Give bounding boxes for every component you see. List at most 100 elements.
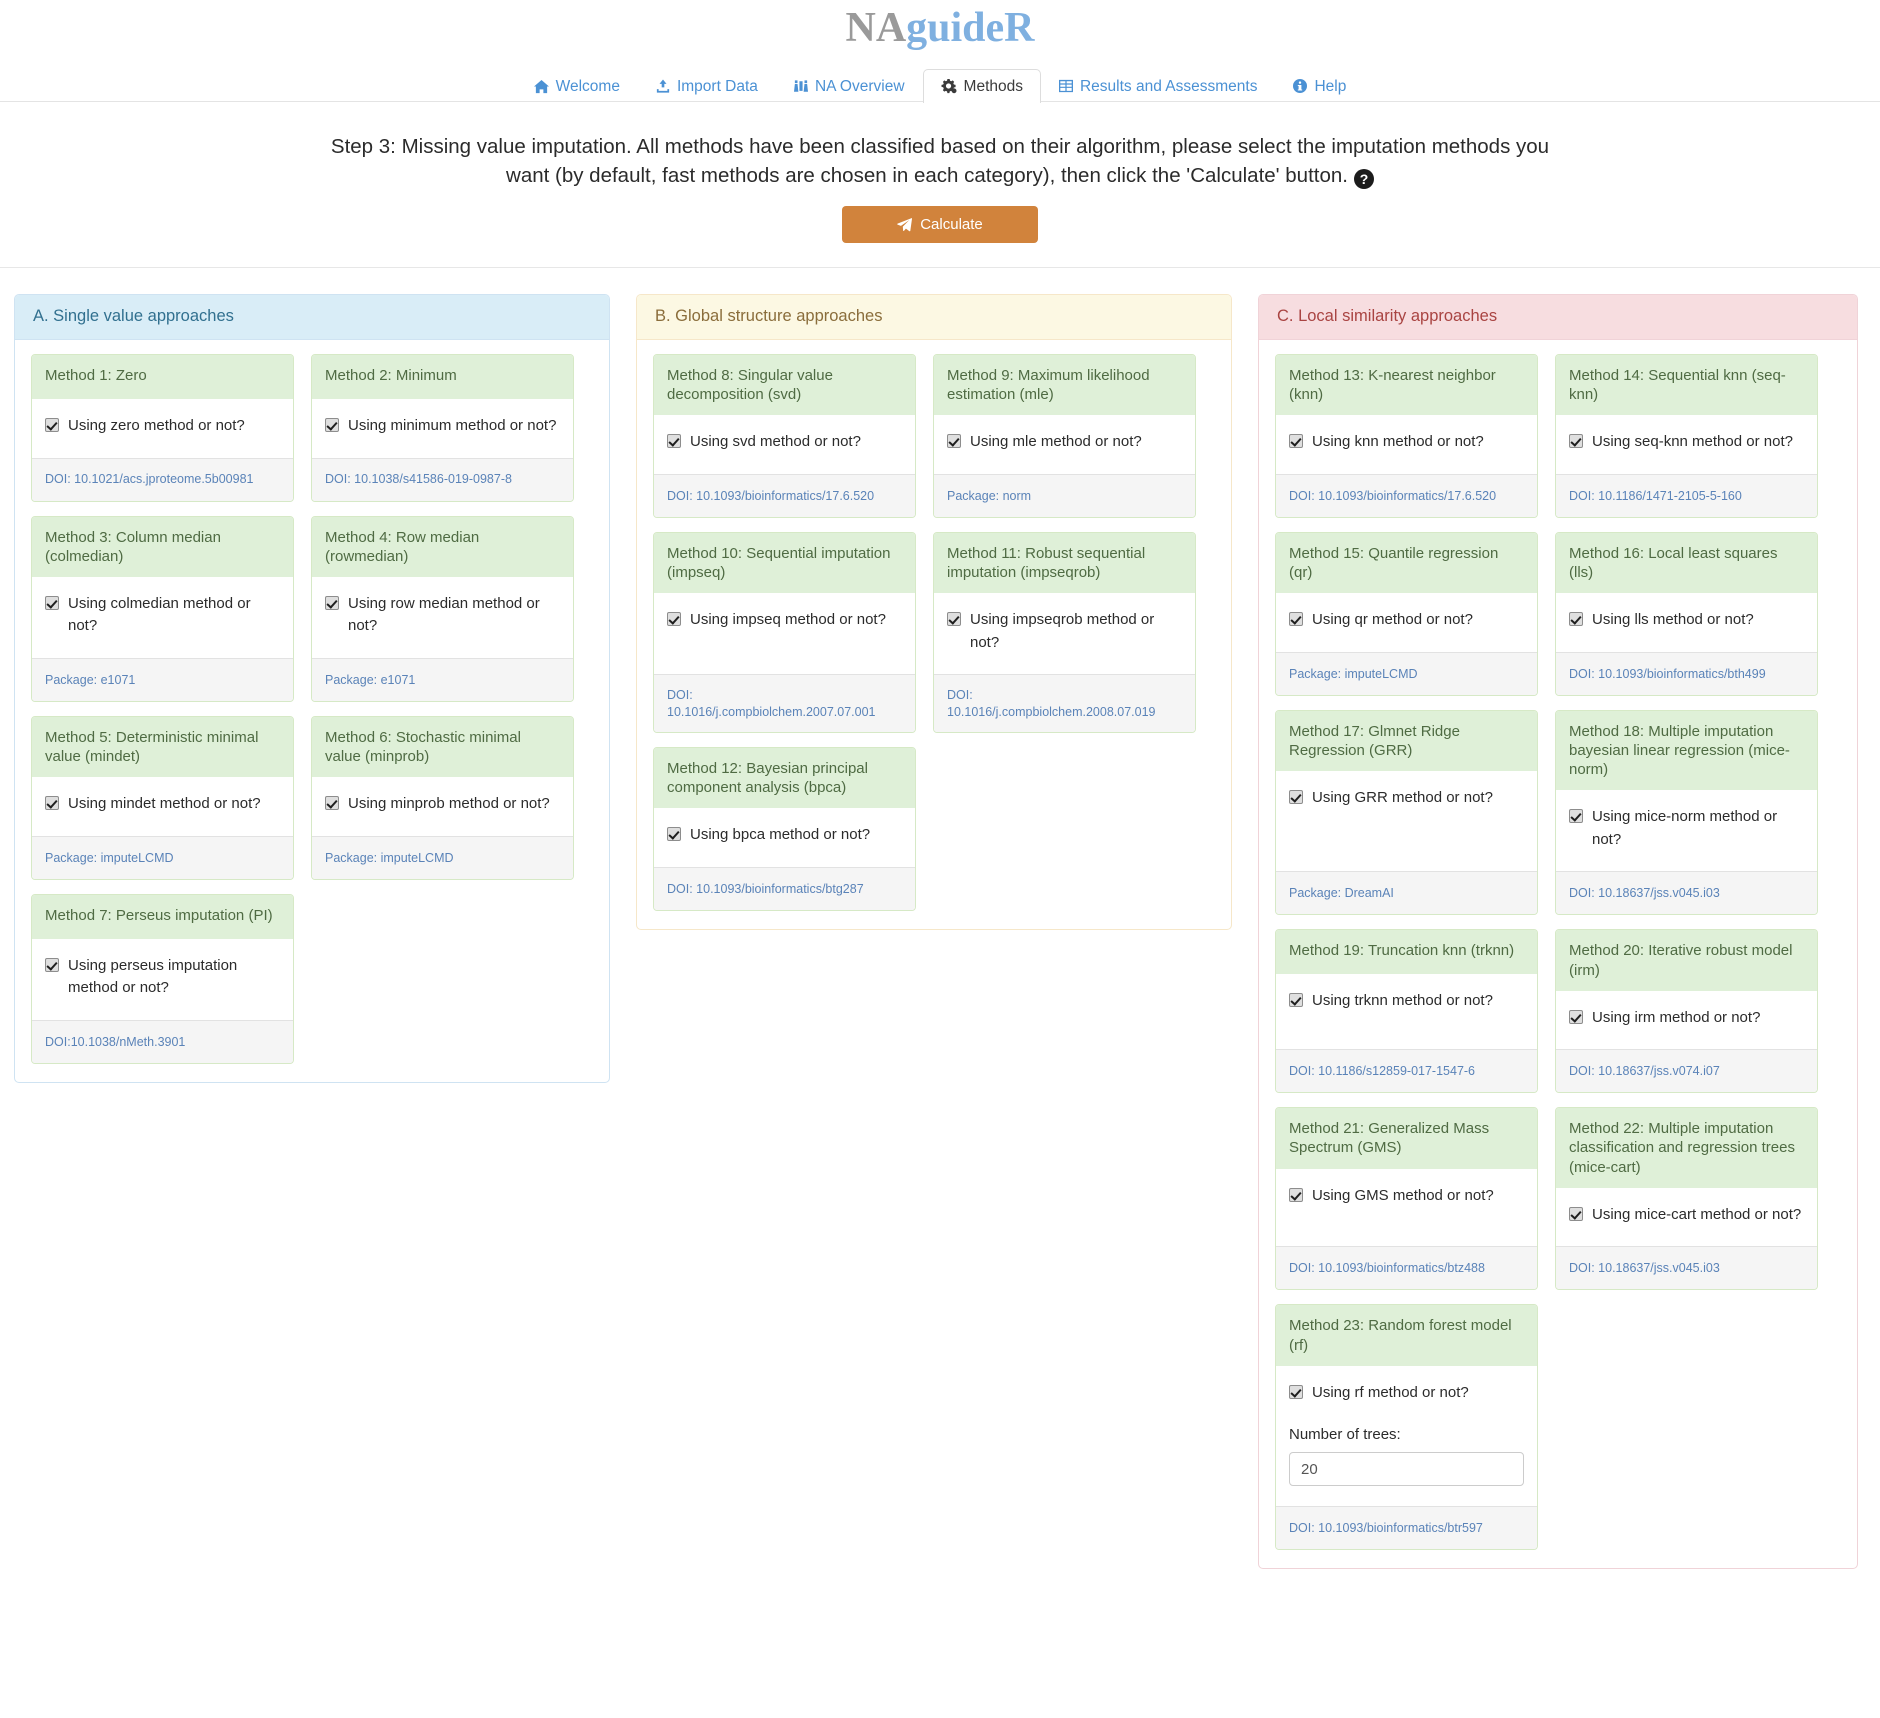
nav-tab-import-data[interactable]: Import Data	[638, 69, 776, 104]
method-checkbox-row[interactable]: Using minprob method or not?	[325, 793, 560, 816]
method-card-reference-link[interactable]: DOI: 10.18637/jss.v074.i07	[1556, 1050, 1817, 1093]
method-card-reference-link[interactable]: DOI: 10.1093/bioinformatics/btg287	[654, 867, 915, 910]
method-card-reference-link[interactable]: Package: DreamAI	[1276, 872, 1537, 915]
method-checkbox-row[interactable]: Using colmedian method or not?	[45, 593, 280, 638]
method-card-reference-link[interactable]: DOI: 10.1093/bioinformatics/17.6.520	[654, 474, 915, 517]
method-checkbox-row[interactable]: Using minimum method or not?	[325, 415, 560, 438]
method-checkbox-row[interactable]: Using trknn method or not?	[1289, 990, 1524, 1013]
method-card-reference-link[interactable]: DOI: 10.1186/1471-2105-5-160	[1556, 474, 1817, 517]
method-card-title: Method 9: Maximum likelihood estimation …	[934, 355, 1195, 416]
checkbox-checked-icon[interactable]	[325, 418, 339, 433]
method-card-reference-link[interactable]: Package: norm	[934, 474, 1195, 517]
method-checkbox-row[interactable]: Using mle method or not?	[947, 431, 1182, 454]
app-root: NAguideR Welcome Import Data NA Overview Me…	[0, 0, 1880, 1609]
logo-guider-text: guideR	[906, 5, 1035, 51]
checkbox-checked-icon[interactable]	[325, 796, 339, 811]
checkbox-checked-icon[interactable]	[45, 418, 59, 433]
method-checkbox-row[interactable]: Using mice-norm method or not?	[1569, 806, 1804, 851]
method-checkbox-row[interactable]: Using mice-cart method or not?	[1569, 1204, 1804, 1227]
method-checkbox-label: Using colmedian method or not?	[68, 594, 251, 635]
method-card-reference-link[interactable]: Package: imputeLCMD	[312, 836, 573, 879]
number-of-trees-input[interactable]	[1289, 1452, 1524, 1487]
method-checkbox-row[interactable]: Using row median method or not?	[325, 593, 560, 638]
checkbox-checked-icon[interactable]	[667, 612, 681, 627]
method-card-reference-link[interactable]: DOI: 10.1093/bioinformatics/17.6.520	[1276, 474, 1537, 517]
checkbox-checked-icon[interactable]	[1569, 434, 1583, 449]
method-card-reference-link[interactable]: DOI: 10.1038/s41586-019-0987-8	[312, 458, 573, 501]
method-checkbox-row[interactable]: Using impseqrob method or not?	[947, 609, 1182, 654]
checkbox-checked-icon[interactable]	[947, 612, 961, 627]
checkbox-checked-icon[interactable]	[1569, 1009, 1583, 1024]
help-circle-icon[interactable]: ?	[1353, 169, 1374, 190]
checkbox-checked-icon[interactable]	[325, 595, 339, 610]
method-card: Method 11: Robust sequential imputation …	[933, 531, 1196, 733]
nav-tab-welcome[interactable]: Welcome	[516, 69, 638, 104]
home-icon	[533, 79, 549, 94]
checkbox-checked-icon[interactable]	[1569, 809, 1583, 824]
method-card-reference-link[interactable]: DOI: 10.1093/bioinformatics/btr597	[1276, 1507, 1537, 1550]
method-checkbox-row[interactable]: Using svd method or not?	[667, 431, 902, 454]
checkbox-checked-icon[interactable]	[1289, 434, 1303, 449]
method-card-reference-link[interactable]: Package: imputeLCMD	[1276, 652, 1537, 695]
method-checkbox-row[interactable]: Using GRR method or not?	[1289, 787, 1524, 810]
method-card-reference-link[interactable]: DOI: 10.1016/j.compbiolchem.2008.07.019	[934, 675, 1195, 732]
method-checkbox-label: Using zero method or not?	[68, 417, 245, 435]
method-card-reference-link[interactable]: DOI: 10.18637/jss.v045.i03	[1556, 872, 1817, 915]
method-checkbox-label: Using minimum method or not?	[348, 417, 557, 435]
checkbox-checked-icon[interactable]	[45, 796, 59, 811]
checkbox-checked-icon[interactable]	[1289, 790, 1303, 805]
method-checkbox-label: Using irm method or not?	[1592, 1008, 1761, 1026]
method-card-body: Using impseqrob method or not?	[934, 593, 1195, 676]
method-checkbox-row[interactable]: Using rf method or not?	[1289, 1382, 1524, 1405]
panel-a: A. Single value approaches Method 1: Zero…	[14, 294, 610, 1083]
method-card: Method 6: Stochastic minimal value (minp…	[311, 715, 574, 880]
method-card-body: Using minprob method or not?	[312, 777, 573, 837]
method-card-reference-link[interactable]: DOI: 10.1186/s12859-017-1547-6	[1276, 1050, 1537, 1093]
method-card-reference-link[interactable]: Package: e1071	[312, 658, 573, 701]
checkbox-checked-icon[interactable]	[1289, 612, 1303, 627]
checkbox-checked-icon[interactable]	[667, 434, 681, 449]
method-checkbox-row[interactable]: Using knn method or not?	[1289, 431, 1524, 454]
checkbox-checked-icon[interactable]	[667, 827, 681, 842]
method-checkbox-row[interactable]: Using perseus imputation method or not?	[45, 955, 280, 1000]
method-checkbox-row[interactable]: Using zero method or not?	[45, 415, 280, 438]
checkbox-checked-icon[interactable]	[45, 957, 59, 972]
method-card-reference-link[interactable]: Package: e1071	[32, 658, 293, 701]
method-card-reference-link[interactable]: DOI: 10.1093/bioinformatics/bth499	[1556, 652, 1817, 695]
method-card: Method 1: Zero Using zero method or not? D…	[31, 354, 294, 502]
method-card-title: Method 2: Minimum	[312, 355, 573, 400]
method-card-reference-link[interactable]: Package: imputeLCMD	[32, 836, 293, 879]
method-card: Method 2: Minimum Using minimum method or…	[311, 354, 574, 502]
checkbox-checked-icon[interactable]	[1289, 993, 1303, 1008]
method-checkbox-row[interactable]: Using seq-knn method or not?	[1569, 431, 1804, 454]
checkbox-checked-icon[interactable]	[45, 595, 59, 610]
method-card-reference-link[interactable]: DOI: 10.1021/acs.jproteome.5b00981	[32, 458, 293, 501]
nav-tab-results-and-assessments[interactable]: Results and Assessments	[1041, 69, 1275, 104]
method-card-reference-link[interactable]: DOI: 10.1093/bioinformatics/btz488	[1276, 1247, 1537, 1290]
method-card-reference-link[interactable]: DOI: 10.1016/j.compbiolchem.2007.07.001	[654, 675, 915, 732]
method-checkbox-row[interactable]: Using qr method or not?	[1289, 609, 1524, 632]
method-checkbox-row[interactable]: Using bpca method or not?	[667, 824, 902, 847]
checkbox-checked-icon[interactable]	[1569, 1206, 1583, 1221]
nav-tab-methods[interactable]: Methods	[922, 68, 1041, 104]
panel-a-body: Method 1: Zero Using zero method or not? D…	[15, 340, 609, 1082]
method-checkbox-row[interactable]: Using mindet method or not?	[45, 793, 280, 816]
method-card-reference-link[interactable]: DOI: 10.18637/jss.v045.i03	[1556, 1247, 1817, 1290]
method-checkbox-row[interactable]: Using lls method or not?	[1569, 609, 1804, 632]
checkbox-checked-icon[interactable]	[1569, 612, 1583, 627]
method-checkbox-row[interactable]: Using impseq method or not?	[667, 609, 902, 632]
checkbox-checked-icon[interactable]	[1289, 1187, 1303, 1202]
method-card-reference-link[interactable]: DOI:10.1038/nMeth.3901	[32, 1020, 293, 1063]
number-of-trees-label: Number of trees:	[1289, 1426, 1401, 1444]
method-checkbox-label: Using mle method or not?	[970, 433, 1142, 451]
checkbox-checked-icon[interactable]	[947, 434, 961, 449]
method-checkbox-row[interactable]: Using irm method or not?	[1569, 1007, 1804, 1030]
nav-tab-help[interactable]: Help	[1275, 69, 1364, 104]
method-card-body: Using rf method or not? Number of trees:	[1276, 1365, 1537, 1508]
checkbox-checked-icon[interactable]	[1289, 1384, 1303, 1399]
nav-tab-na-overview[interactable]: NA Overview	[776, 69, 923, 104]
method-checkbox-row[interactable]: Using GMS method or not?	[1289, 1185, 1524, 1208]
calculate-button[interactable]: Calculate	[842, 206, 1038, 244]
method-checkbox-label: Using rf method or not?	[1312, 1383, 1469, 1401]
method-card-body: Using mle method or not?	[934, 415, 1195, 475]
